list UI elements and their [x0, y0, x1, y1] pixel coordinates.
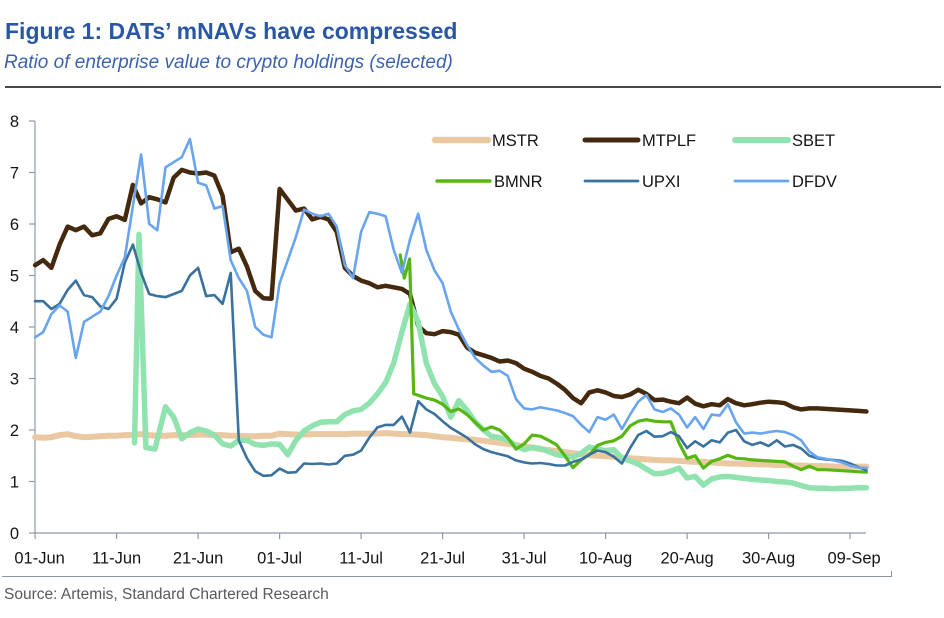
svg-text:10-Aug: 10-Aug	[579, 550, 632, 568]
svg-text:MSTR: MSTR	[492, 132, 539, 150]
svg-text:21-Jun: 21-Jun	[173, 550, 223, 568]
svg-text:31-Jul: 31-Jul	[502, 550, 547, 568]
svg-text:11-Jul: 11-Jul	[339, 550, 383, 568]
svg-text:20-Aug: 20-Aug	[660, 550, 713, 568]
svg-text:8: 8	[10, 113, 19, 131]
svg-text:UPXI: UPXI	[642, 173, 681, 191]
svg-text:1: 1	[10, 474, 19, 492]
svg-text:7: 7	[10, 165, 19, 183]
svg-text:MTPLF: MTPLF	[642, 132, 696, 150]
svg-text:6: 6	[10, 216, 19, 234]
svg-text:2: 2	[10, 422, 19, 440]
svg-text:0: 0	[10, 525, 19, 543]
svg-text:DFDV: DFDV	[792, 173, 837, 191]
svg-text:09-Sep: 09-Sep	[827, 550, 880, 568]
svg-text:01-Jun: 01-Jun	[14, 550, 64, 568]
svg-text:3: 3	[10, 371, 19, 389]
svg-text:4: 4	[10, 319, 19, 337]
svg-text:30-Aug: 30-Aug	[742, 550, 795, 568]
svg-text:SBET: SBET	[792, 132, 835, 150]
svg-text:5: 5	[10, 268, 19, 286]
svg-text:21-Jul: 21-Jul	[420, 550, 465, 568]
svg-text:11-Jun: 11-Jun	[92, 550, 141, 568]
svg-text:BMNR: BMNR	[494, 173, 543, 191]
svg-text:01-Jul: 01-Jul	[257, 550, 302, 568]
